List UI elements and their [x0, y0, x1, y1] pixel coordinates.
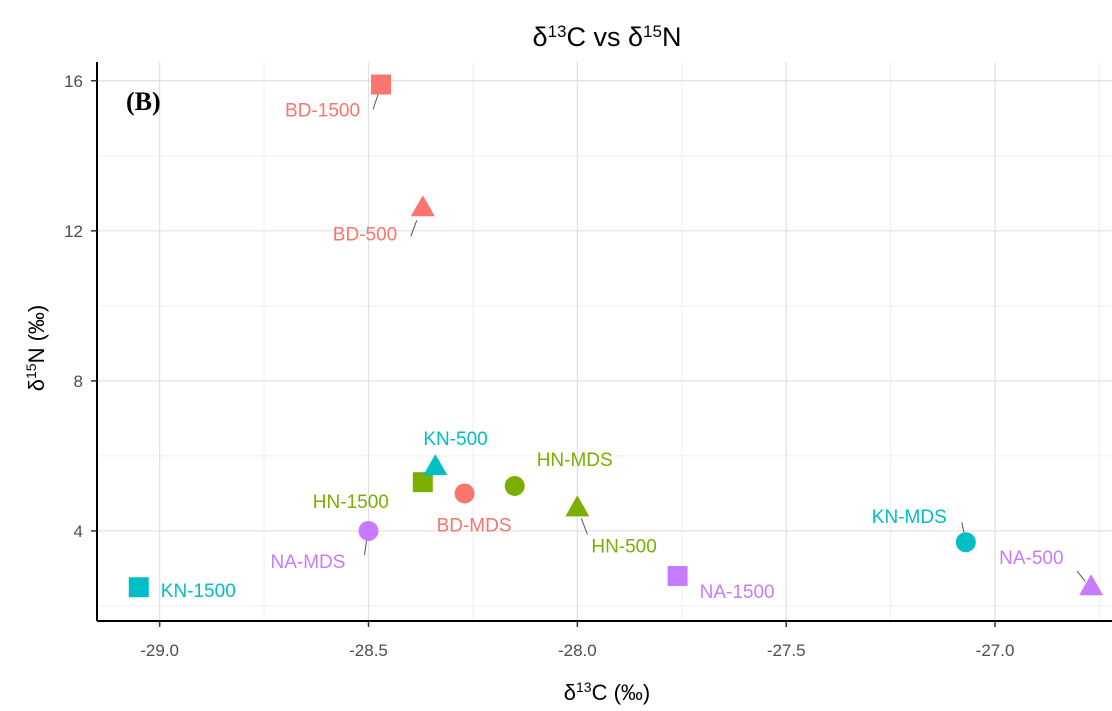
label-leader-line	[364, 540, 367, 556]
x-axis-label: δ13C (‰)	[564, 679, 650, 705]
label-leader-line	[410, 220, 418, 237]
point-label-na-1500: NA-1500	[700, 582, 775, 603]
point-label-bd-1500: BD-1500	[285, 101, 360, 122]
axes	[96, 62, 1112, 622]
point-label-hn-500: HN-500	[591, 536, 656, 557]
point-na-mds	[358, 520, 379, 541]
point-hn-1500	[412, 472, 433, 493]
point-label-bd-500: BD-500	[333, 224, 397, 245]
point-label-na-500: NA-500	[999, 548, 1063, 569]
label-leader-line	[580, 518, 588, 535]
x-axis-ticks: -29.0 -28.5 -28.0 -27.5 -27.0	[140, 621, 1014, 660]
point-kn-1500	[128, 577, 149, 598]
point-bd-500	[410, 195, 435, 217]
y-tick-label: 12	[64, 222, 83, 241]
point-kn-mds	[955, 532, 976, 553]
chart-title: δ13C vs δ15N	[533, 22, 682, 53]
x-tick-label: -27.5	[767, 641, 806, 660]
point-bd-mds	[454, 483, 475, 504]
y-tick-label: 16	[64, 72, 83, 91]
point-label-hn-mds: HN-MDS	[537, 450, 613, 471]
point-label-kn-1500: KN-1500	[161, 581, 236, 602]
x-tick-label: -27.0	[976, 641, 1015, 660]
point-label-hn-1500: HN-1500	[313, 492, 389, 513]
point-hn-mds	[504, 475, 525, 496]
point-label-kn-mds: KN-MDS	[872, 507, 947, 528]
label-leader-line	[1076, 570, 1086, 582]
point-kn-500	[423, 454, 448, 476]
label-leader-line	[372, 94, 379, 110]
point-label-kn-500: KN-500	[423, 429, 487, 450]
data-points	[128, 74, 1104, 598]
y-tick-label: 8	[74, 372, 83, 391]
point-bd-1500	[371, 74, 392, 95]
grid-lines	[97, 62, 1112, 621]
label-leader-line	[961, 522, 965, 533]
point-hn-500	[565, 495, 590, 517]
point-na-500	[1079, 574, 1104, 596]
x-tick-label: -28.5	[349, 641, 388, 660]
panel-label: (B)	[126, 87, 161, 116]
x-tick-label: -29.0	[140, 641, 179, 660]
y-axis-ticks: 4 8 12 16	[64, 72, 97, 541]
x-tick-label: -28.0	[558, 641, 597, 660]
point-label-na-mds: NA-MDS	[271, 552, 346, 573]
point-label-bd-mds: BD-MDS	[437, 515, 512, 536]
y-axis-label: δ15N (‰)	[23, 305, 49, 391]
point-na-1500	[667, 565, 688, 586]
y-tick-label: 4	[74, 522, 83, 541]
point-labels: BD-1500 BD-500 BD-MDS HN-1500 HN-MDS HN-500 KN…	[161, 94, 1086, 603]
